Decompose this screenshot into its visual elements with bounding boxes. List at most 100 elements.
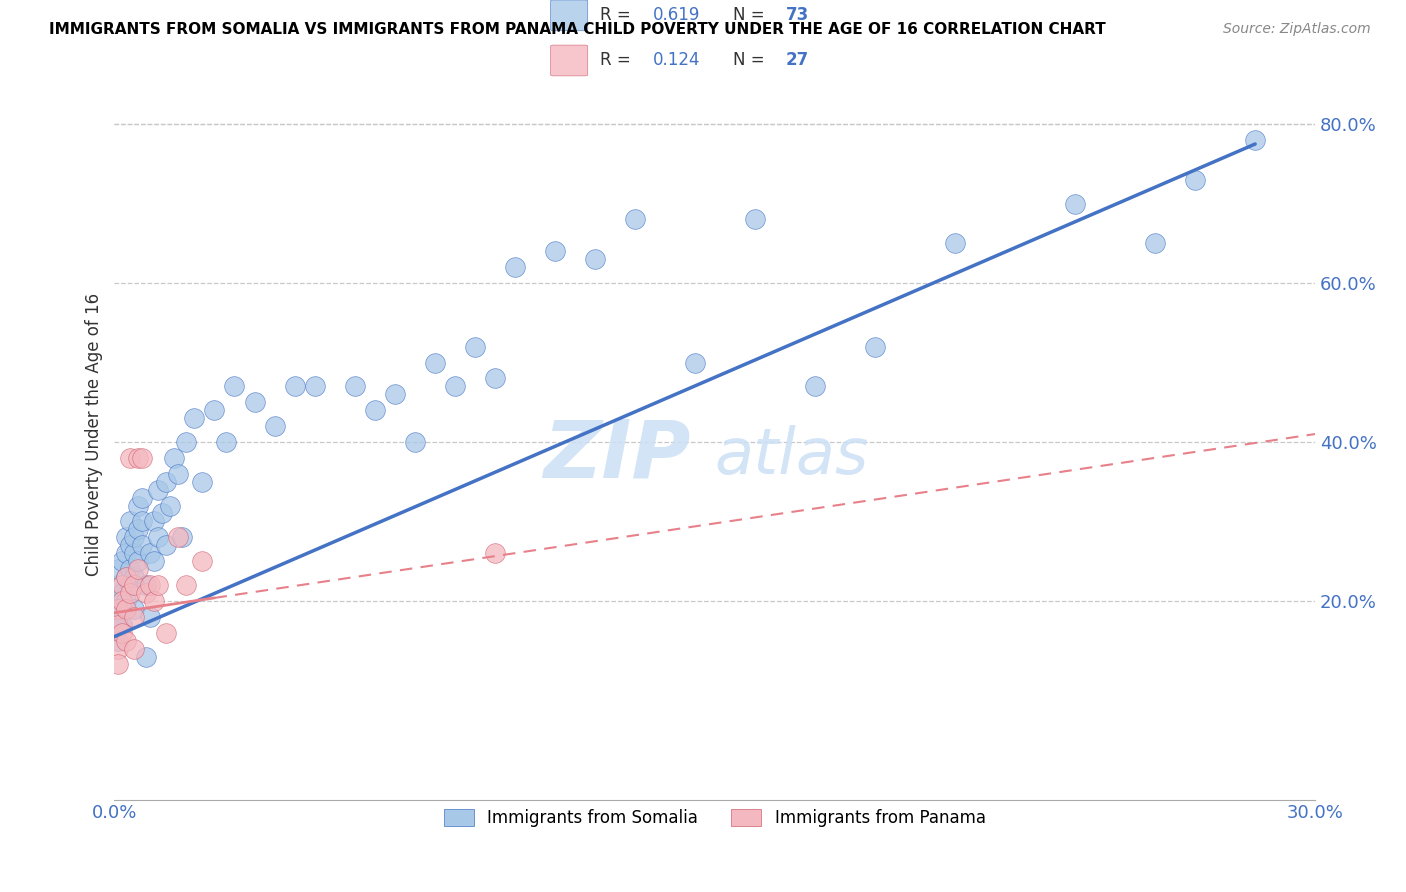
FancyBboxPatch shape [551, 45, 588, 76]
Point [183, 411, 205, 425]
Point [111, 578, 134, 592]
Point [120, 586, 142, 600]
Point [744, 212, 766, 227]
Point [127, 554, 149, 568]
Point [176, 578, 198, 592]
Point [176, 434, 198, 449]
Point [243, 395, 266, 409]
Point [155, 538, 177, 552]
Point [404, 434, 426, 449]
Point [107, 657, 129, 672]
Point [484, 546, 506, 560]
Point [484, 371, 506, 385]
Point [1244, 133, 1267, 147]
Text: 73: 73 [786, 6, 808, 24]
Point [111, 602, 134, 616]
Point [363, 403, 385, 417]
Point [115, 602, 138, 616]
Point [120, 562, 142, 576]
Point [143, 594, 166, 608]
Point [143, 515, 166, 529]
Point [215, 434, 238, 449]
Text: R =: R = [600, 6, 636, 24]
Point [111, 594, 134, 608]
Text: N =: N = [733, 52, 770, 70]
Point [120, 538, 142, 552]
Point [124, 641, 146, 656]
Point [115, 530, 138, 544]
Point [135, 578, 157, 592]
Point [120, 450, 142, 465]
Point [683, 355, 706, 369]
Text: atlas: atlas [714, 425, 869, 487]
Point [623, 212, 645, 227]
Point [107, 562, 129, 576]
Point [107, 594, 129, 608]
Text: Source: ZipAtlas.com: Source: ZipAtlas.com [1223, 22, 1371, 37]
Point [107, 602, 129, 616]
Point [120, 515, 142, 529]
Point [131, 515, 153, 529]
Point [115, 570, 138, 584]
Point [148, 483, 170, 497]
Y-axis label: Child Poverty Under the Age of 16: Child Poverty Under the Age of 16 [86, 293, 103, 575]
Text: IMMIGRANTS FROM SOMALIA VS IMMIGRANTS FROM PANAMA CHILD POVERTY UNDER THE AGE OF: IMMIGRANTS FROM SOMALIA VS IMMIGRANTS FR… [49, 22, 1107, 37]
Point [159, 499, 181, 513]
Point [191, 475, 214, 489]
Point [343, 379, 366, 393]
Point [139, 578, 162, 592]
Point [943, 236, 966, 251]
Point [172, 530, 194, 544]
Text: 0.124: 0.124 [652, 52, 700, 70]
Point [131, 450, 153, 465]
Point [124, 578, 146, 592]
Point [1144, 236, 1167, 251]
Point [1184, 173, 1206, 187]
Point [224, 379, 246, 393]
Point [115, 570, 138, 584]
Point [544, 244, 567, 259]
Point [148, 578, 170, 592]
Text: R =: R = [600, 52, 636, 70]
Point [120, 578, 142, 592]
Point [115, 546, 138, 560]
Text: ZIP: ZIP [543, 417, 690, 495]
Point [464, 340, 486, 354]
Point [1064, 196, 1087, 211]
Point [423, 355, 446, 369]
Point [124, 570, 146, 584]
Text: N =: N = [733, 6, 770, 24]
Point [107, 633, 129, 648]
Point [384, 387, 406, 401]
Point [127, 499, 149, 513]
Point [124, 546, 146, 560]
Point [191, 554, 214, 568]
Point [204, 403, 226, 417]
Point [283, 379, 305, 393]
Text: 27: 27 [786, 52, 808, 70]
Point [167, 467, 190, 481]
Point [583, 252, 606, 267]
Point [443, 379, 465, 393]
Point [152, 507, 174, 521]
Point [107, 617, 129, 632]
Point [124, 609, 146, 624]
Point [111, 554, 134, 568]
Text: 0.619: 0.619 [652, 6, 700, 24]
Point [155, 475, 177, 489]
Point [107, 641, 129, 656]
Point [139, 546, 162, 560]
Point [167, 530, 190, 544]
Point [135, 586, 157, 600]
Point [111, 617, 134, 632]
Point [135, 649, 157, 664]
Point [503, 260, 526, 275]
Point [111, 625, 134, 640]
Point [127, 522, 149, 536]
Point [111, 586, 134, 600]
Point [124, 602, 146, 616]
Point [131, 538, 153, 552]
Point [115, 594, 138, 608]
Point [124, 530, 146, 544]
Point [263, 419, 285, 434]
